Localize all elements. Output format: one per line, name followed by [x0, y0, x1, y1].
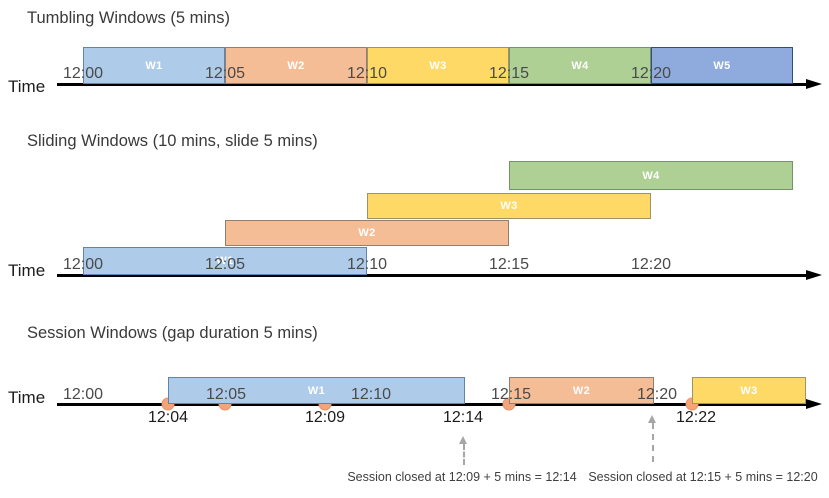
sliding-time-label: Time	[8, 261, 46, 280]
window-close-time-label: 12:14	[442, 409, 484, 426]
session-time-label: Time	[8, 388, 46, 407]
tumbling-window-w2: W2	[225, 47, 367, 84]
window-label: W4	[571, 59, 589, 72]
session-close-note-2: Session closed at 12:15 + 5 mins = 12:20	[588, 470, 818, 484]
tumbling-window-w4: W4	[509, 47, 651, 84]
tick-label: 12:00	[62, 256, 104, 273]
session-window-w1: W1	[168, 377, 465, 404]
window-label: W1	[216, 255, 234, 267]
annotation-arrow-shaft	[463, 444, 465, 465]
annotation-arrow-up-icon	[459, 436, 467, 444]
annotation-arrow-shaft	[652, 423, 654, 462]
tick-label: 12:15	[488, 256, 530, 273]
sliding-section-title: Sliding Windows (10 mins, slide 5 mins)	[27, 132, 318, 150]
tick-label: 12:15	[490, 386, 532, 403]
session-axis-arrow-icon	[806, 399, 822, 409]
sliding-window-w1: W1	[83, 247, 367, 275]
window-label: W5	[713, 59, 731, 72]
tick-label: 12:05	[204, 256, 246, 273]
event-time-label: 12:22	[675, 409, 717, 426]
session-window-w2: W2	[509, 377, 654, 404]
tick-label: 12:05	[205, 386, 247, 403]
tick-label: 12:20	[636, 386, 678, 403]
sliding-time-axis	[57, 274, 808, 277]
tumbling-time-label: Time	[8, 77, 46, 96]
tumbling-time-axis	[57, 83, 808, 86]
tick-label: 12:15	[488, 65, 530, 82]
tumbling-window-w5: W5	[651, 47, 793, 84]
tumbling-section-title: Tumbling Windows (5 mins)	[27, 9, 230, 27]
tick-label: 12:10	[346, 65, 388, 82]
window-label: W2	[572, 384, 591, 397]
session-window-w3: W3	[692, 377, 806, 404]
session-section-title: Session Windows (gap duration 5 mins)	[27, 324, 318, 342]
sliding-axis-arrow-icon	[806, 270, 822, 280]
sliding-window-w4: W4	[509, 161, 793, 190]
tick-label: 12:05	[204, 65, 246, 82]
sliding-window-w3: W3	[367, 193, 651, 219]
window-label: W1	[145, 59, 163, 72]
tick-label: 12:20	[630, 256, 672, 273]
tick-label: 12:20	[630, 65, 672, 82]
event-time-label: 12:04	[147, 409, 189, 426]
tumbling-window-w1: W1	[83, 47, 225, 84]
tumbling-window-w3: W3	[367, 47, 509, 84]
annotation-arrow-up-icon	[648, 415, 656, 423]
window-label: W2	[358, 227, 376, 239]
window-label: W3	[740, 384, 758, 397]
window-label: W3	[500, 200, 518, 212]
tumbling-axis-arrow-icon	[806, 79, 822, 89]
event-time-label: 12:09	[304, 409, 346, 426]
window-label: W3	[429, 59, 447, 72]
session-time-axis	[57, 403, 808, 406]
window-label: W2	[287, 59, 305, 72]
window-label: W4	[642, 169, 660, 182]
session-close-note-1: Session closed at 12:09 + 5 mins = 12:14	[347, 470, 577, 484]
sliding-window-w2: W2	[225, 220, 509, 246]
tick-label: 12:00	[62, 386, 104, 403]
tick-label: 12:00	[62, 65, 104, 82]
window-label: W1	[307, 384, 326, 397]
tick-label: 12:10	[350, 386, 392, 403]
tick-label: 12:10	[346, 256, 388, 273]
